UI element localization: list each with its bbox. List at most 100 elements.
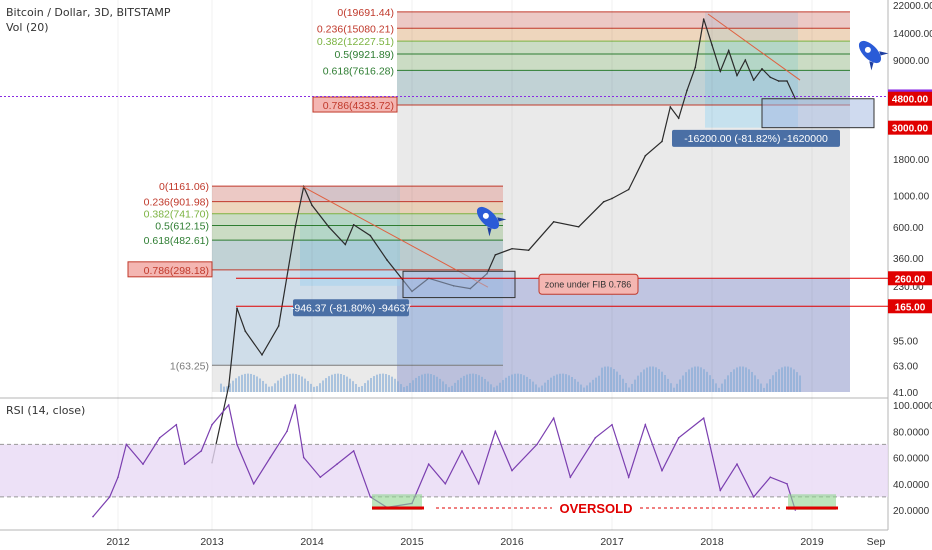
volume-bar [406,385,408,392]
annotations: zone under FIB 0.786 -946.37 (-81.80%) -9… [236,13,889,516]
price-series [0,18,888,464]
rsi-point [252,482,255,485]
volume-bar [385,374,387,392]
rsi-point [477,482,480,485]
price-point [752,79,755,81]
volume-bar [355,383,357,392]
rsi-point [236,443,238,446]
volume-bar [592,379,594,392]
volume-bar [631,383,633,392]
volume-bar [730,371,732,392]
rsi-point [175,423,178,426]
rsi-point [786,482,788,485]
volume-bar [232,380,234,392]
grid-lines [117,0,813,530]
volume-bar [625,383,627,392]
volume-bar [781,367,783,392]
x-tick-label: 2015 [400,536,424,548]
price-point [669,106,672,108]
volume-bar [769,379,771,392]
price-point [369,234,372,237]
volume-bar [634,379,636,392]
price-tick-label: 1000.00 [893,191,930,202]
price-point [677,117,680,119]
volume-bar [670,383,672,392]
volume-bar [607,366,609,392]
rsi-point [294,404,297,406]
rsi-point [336,463,338,465]
volume-bar [526,376,528,392]
volume-bar [760,383,762,392]
price-point [511,247,513,250]
fib-2014-level-label: 0.786(298.18) [144,265,209,277]
volume-bar [664,375,666,392]
price-point [244,330,247,333]
rsi-point [569,476,572,478]
volume-bar [688,369,690,392]
rsi-point [552,417,555,419]
volume-bar [763,387,765,392]
rsi-point [227,404,230,406]
volume-bar [364,383,366,392]
drop-2014-box [300,186,400,286]
axes: 2012 2013 2014 2015 2016 2017 2018 2019 Sep 22000… [106,1,932,548]
volume-bar [508,375,510,392]
price-tick-label: 63.00 [893,362,918,373]
rsi-point [158,437,161,439]
volume-bar [550,377,552,392]
volume-bar [502,380,504,392]
price-point [294,225,297,228]
volume-bar [796,372,798,392]
volume-bar [778,369,780,392]
x-tick-label: 2019 [800,536,824,548]
price-tick-label: 14000.00 [893,29,932,40]
price-point [494,254,497,256]
volume-bar [505,377,507,392]
volume-bar [454,382,456,392]
volume-bar [301,376,303,392]
volume-bar [751,371,753,392]
volume-bar [445,384,447,392]
volume-bar [418,375,420,392]
price-tick-label: 95.00 [893,336,918,347]
volume-bar [691,367,693,392]
oversold-label-bg [552,499,640,516]
trend-line-2014 [301,185,489,288]
volume-bar [229,383,231,392]
price-tag-text: 3000.00 [892,124,929,135]
fib-2018-level-label: 0(19691.44) [337,7,394,19]
volume-bar [235,378,237,392]
volume-bar [244,373,246,392]
volume-bar [277,380,279,392]
volume-bar [673,387,675,392]
volume-bar [430,374,432,392]
volume-bar [424,373,426,392]
volume-bar [619,374,621,392]
rsi-point [302,456,305,459]
price-tick-label: 22000.00 [893,1,932,12]
volume-bar [745,367,747,392]
volume-bar [547,379,549,392]
volume-bar [319,383,321,392]
volume-bar [331,374,333,392]
volume-bar [574,379,576,392]
volume-bar [736,367,738,392]
measure-2018-box [672,129,840,147]
volume-bar [268,386,270,392]
fib-2014-level-label: 1(63.25) [170,360,209,372]
volume-bar [382,373,384,392]
volume-bar [370,378,372,392]
volume-bar [343,375,345,392]
volume-bar [598,375,600,392]
rsi-label: RSI (14, close) [6,404,86,417]
volume-bar [661,371,663,392]
fib-2018-level-label: 0.5(9921.89) [334,49,394,61]
volume-bar [286,374,288,392]
price-point [694,66,697,69]
price-point [527,249,530,252]
volume-bar [427,373,429,392]
volume-bar [787,366,789,392]
volume-bar [739,366,741,392]
volume-bar [481,376,483,392]
rsi-point [594,437,597,439]
